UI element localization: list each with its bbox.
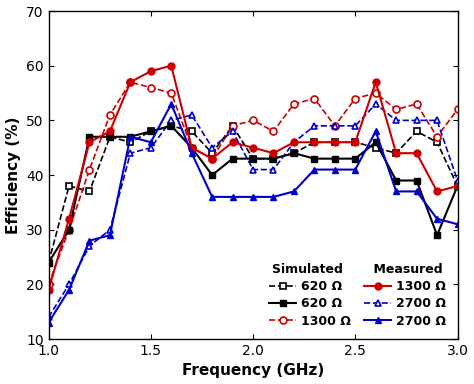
Legend: 620 Ω, 620 Ω, 1300 Ω, 1300 Ω, 2700 Ω, 2700 Ω: 620 Ω, 620 Ω, 1300 Ω, 1300 Ω, 2700 Ω, 27… — [264, 258, 451, 333]
X-axis label: Frequency (GHz): Frequency (GHz) — [182, 363, 324, 379]
Y-axis label: Efficiency (%): Efficiency (%) — [6, 116, 20, 234]
